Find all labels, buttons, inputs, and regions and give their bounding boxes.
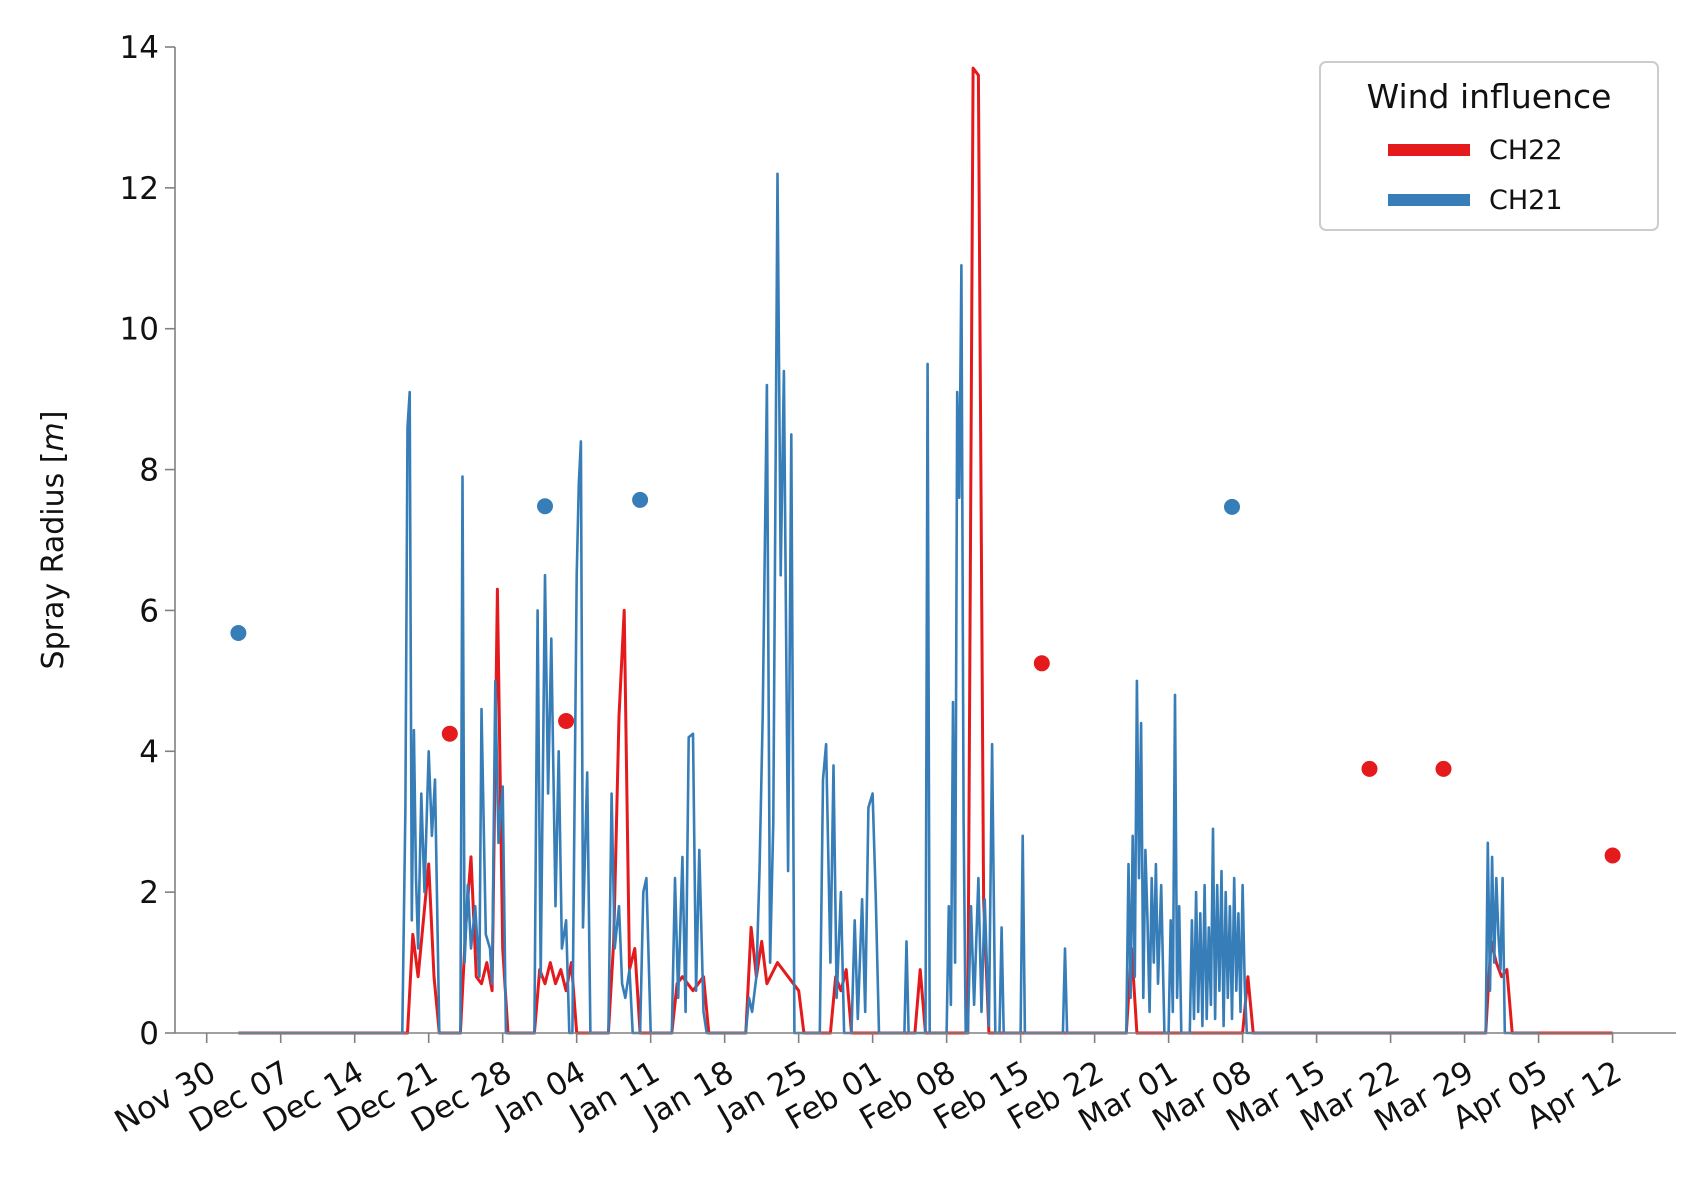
series-point-ch22 bbox=[558, 713, 575, 729]
legend-title: Wind influence bbox=[1367, 77, 1612, 116]
y-tick-label: 4 bbox=[139, 734, 159, 770]
y-axis-label-prefix: Spray Radius [ bbox=[36, 452, 71, 670]
y-tick-label: 6 bbox=[139, 593, 159, 629]
series-point-ch22 bbox=[1435, 760, 1452, 777]
y-tick-label: 2 bbox=[139, 875, 159, 911]
points-layer bbox=[230, 491, 1621, 864]
y-tick-label: 0 bbox=[139, 1016, 159, 1052]
y-axis-label-suffix: ] bbox=[36, 411, 71, 423]
y-ticks: 0 2 4 6 8 10 12 14 bbox=[120, 30, 175, 1052]
legend-frame bbox=[1319, 61, 1659, 231]
y-tick-label: 8 bbox=[139, 453, 159, 489]
y-tick-label: 14 bbox=[120, 30, 159, 66]
y-axis-label-unit: m bbox=[36, 422, 71, 451]
series-point-ch22 bbox=[441, 725, 458, 742]
series-line-ch21 bbox=[238, 172, 1539, 1035]
legend-label-ch22: CH22 bbox=[1489, 135, 1563, 166]
y-tick-label: 10 bbox=[120, 312, 159, 348]
series-point-ch21 bbox=[1224, 498, 1240, 515]
series-point-ch21 bbox=[230, 625, 247, 641]
y-tick-label: 12 bbox=[120, 171, 159, 207]
series-point-ch21 bbox=[632, 491, 649, 508]
legend-label-ch21: CH21 bbox=[1489, 185, 1563, 216]
series-point-ch22 bbox=[1604, 847, 1621, 864]
y-axis-label: Spray Radius [m] bbox=[36, 411, 71, 670]
series-point-ch22 bbox=[1361, 760, 1378, 777]
series-point-ch22 bbox=[1033, 655, 1050, 672]
legend: Wind influence CH22 CH21 bbox=[1319, 61, 1659, 231]
series-point-ch21 bbox=[537, 498, 553, 515]
